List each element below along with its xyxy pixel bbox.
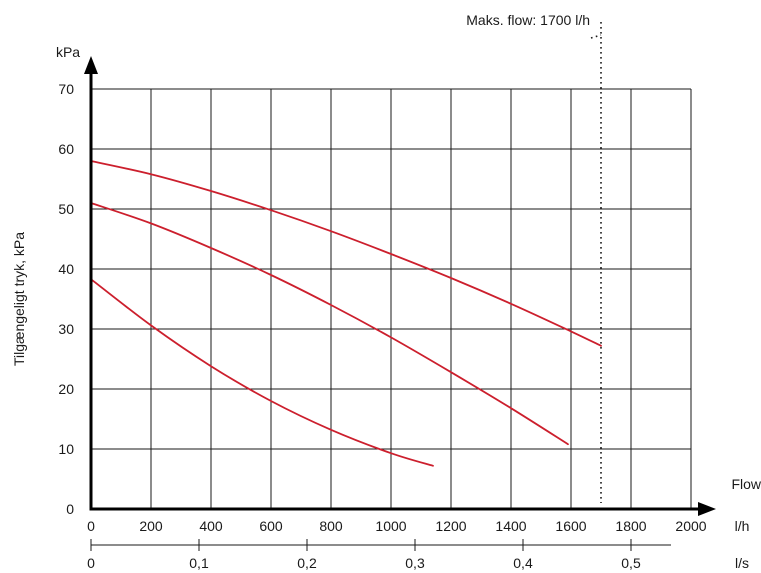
x-tick-label: 800 (319, 518, 343, 534)
x-tick-label: 1600 (555, 518, 586, 534)
x-tick-labels: 0 200 400 600 800 1000 1200 1400 1600 1800 2000 (87, 518, 707, 534)
x-tick-label: 400 (199, 518, 223, 534)
y-tick-label: 70 (58, 81, 74, 97)
y-tick-label: 30 (58, 321, 74, 337)
y-axis-title: Tilgængeligt tryk, kPa (11, 232, 27, 366)
x-unit-label: l/h (735, 518, 750, 534)
secondary-x-ticks: 0 0,1 0,2 0,3 0,4 0,5 (87, 539, 641, 571)
x-tick-label: 2000 (675, 518, 706, 534)
series-curve-1 (90, 160, 602, 347)
x-tick-label: 1200 (435, 518, 466, 534)
x-tick-label: 1000 (375, 518, 406, 534)
secondary-x-tick-label: 0,2 (297, 555, 317, 571)
x-tick-label: 200 (139, 518, 163, 534)
y-tick-label: 40 (58, 261, 74, 277)
series-group (90, 160, 602, 467)
grid (91, 88, 692, 509)
secondary-x-unit-label: l/s (735, 555, 749, 571)
x-tick-label: 0 (87, 518, 95, 534)
y-unit-label: kPa (56, 44, 80, 60)
max-flow-line-cap (590, 34, 602, 39)
secondary-x-tick-label: 0 (87, 555, 95, 571)
x-axis-title: Flow (731, 476, 761, 492)
axes (84, 56, 716, 546)
secondary-x-tick-label: 0,1 (189, 555, 209, 571)
secondary-x-tick-label: 0,5 (621, 555, 641, 571)
series-curve-2 (90, 202, 569, 446)
series-curve-3 (90, 278, 434, 467)
x-axis-arrow (698, 502, 716, 516)
x-tick-label: 1800 (615, 518, 646, 534)
y-tick-label: 0 (66, 501, 74, 517)
x-tick-label: 600 (259, 518, 283, 534)
x-tick-label: 1400 (495, 518, 526, 534)
y-tick-label: 10 (58, 441, 74, 457)
y-axis-arrow (84, 56, 98, 74)
secondary-x-tick-label: 0,4 (513, 555, 533, 571)
y-tick-labels: 0 10 20 30 40 50 60 70 (58, 81, 74, 517)
y-tick-label: 20 (58, 381, 74, 397)
y-tick-label: 60 (58, 141, 74, 157)
max-flow-label: Maks. flow: 1700 l/h (466, 12, 590, 28)
secondary-x-tick-label: 0,3 (405, 555, 425, 571)
y-tick-label: 50 (58, 201, 74, 217)
